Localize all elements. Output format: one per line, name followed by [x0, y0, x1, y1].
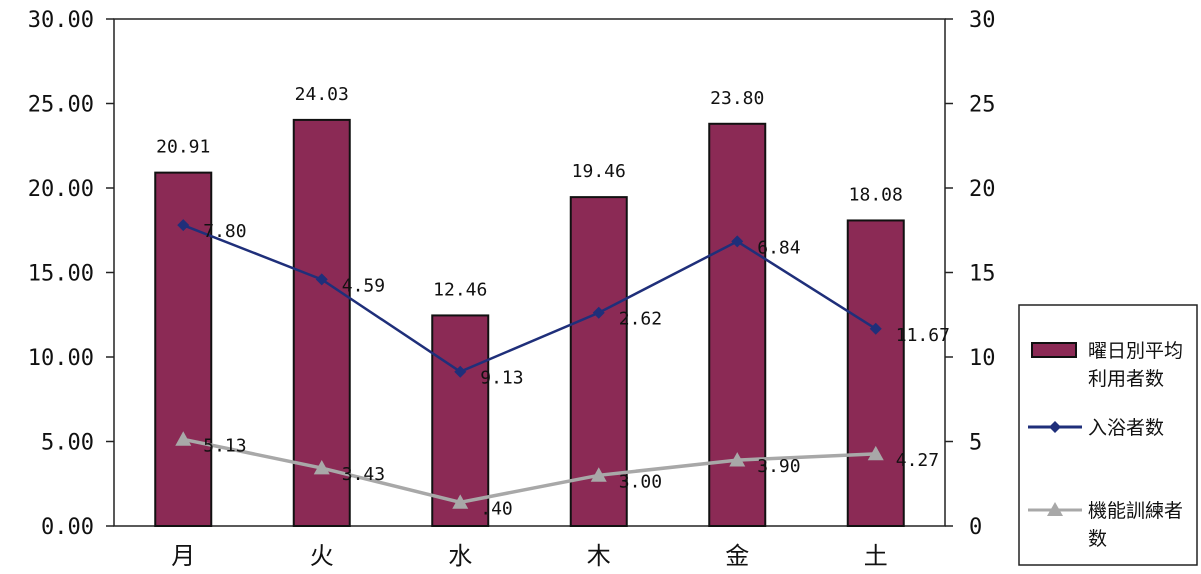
right-tick-label: 0 — [969, 515, 982, 540]
bar — [846, 219, 905, 527]
bar-value-label: 23.80 — [710, 88, 764, 109]
diamond-marker — [731, 235, 744, 248]
legend-label: 入浴者数 — [1088, 417, 1164, 439]
left-tick-label: 25.00 — [28, 93, 94, 118]
left-tick-label: 5.00 — [41, 431, 94, 456]
right-tick-label: 15 — [969, 262, 996, 287]
bar — [292, 118, 351, 527]
category-label: 土 — [864, 542, 888, 570]
diamond-marker — [592, 306, 605, 319]
point-value-label: 3.00 — [619, 471, 662, 492]
point-value-label: 9.13 — [480, 368, 523, 389]
legend-swatch-bar — [1031, 342, 1077, 358]
diamond-marker — [454, 365, 467, 378]
category-label: 水 — [448, 542, 472, 570]
bar-value-label: 20.91 — [156, 137, 210, 158]
left-tick-label: 0.00 — [41, 515, 94, 540]
right-axis: 0 5 10 15 20 25 30 — [945, 8, 996, 540]
bar-value-label: 24.03 — [295, 84, 349, 105]
left-tick-label: 10.00 — [28, 346, 94, 371]
category-label: 金 — [725, 542, 749, 570]
right-tick-label: 30 — [969, 8, 996, 33]
point-value-label: 4.27 — [896, 450, 939, 471]
point-value-label: 2.62 — [619, 309, 662, 330]
point-value-label: 7.80 — [203, 221, 246, 242]
left-axis: 0.00 5.00 10.00 15.00 20.00 25.00 30.00 — [28, 8, 114, 540]
point-value-label: 5.13 — [203, 435, 246, 456]
bar-value-label: 19.46 — [572, 161, 626, 182]
bar-value-label: 12.46 — [433, 279, 487, 300]
left-tick-label: 15.00 — [28, 262, 94, 287]
legend-label: 機能訓練者 — [1088, 500, 1183, 522]
category-label: 月 — [171, 542, 195, 570]
point-value-label: 3.90 — [757, 456, 800, 477]
triangle-marker — [452, 494, 469, 509]
triangle-marker — [175, 431, 192, 446]
diamond-marker — [315, 273, 328, 286]
triangle-marker — [729, 452, 746, 467]
triangle-marker — [313, 460, 330, 475]
legend-diamond-marker — [1049, 421, 1061, 433]
point-value-label: 4.59 — [342, 275, 385, 296]
category-label: 木 — [587, 542, 611, 570]
point-value-label: .40 — [480, 498, 513, 519]
right-tick-label: 25 — [969, 93, 996, 118]
right-tick-label: 5 — [969, 431, 982, 456]
left-tick-label: 30.00 — [28, 8, 94, 33]
bar-value-label: 18.08 — [849, 184, 903, 205]
series-line — [182, 437, 876, 505]
line-series — [175, 219, 884, 509]
legend-label: 利用者数 — [1088, 368, 1164, 390]
right-tick-label: 20 — [969, 177, 996, 202]
left-tick-label: 20.00 — [28, 177, 94, 202]
legend-label: 数 — [1088, 528, 1107, 550]
point-value-label: 11.67 — [896, 325, 950, 346]
triangle-marker — [590, 467, 607, 482]
category-labels: 月火水木金土 — [171, 542, 888, 570]
data-labels: 20.91 24.03 12.46 19.46 23.80 18.08 7.80 4.59 9.… — [156, 84, 950, 519]
bar — [431, 314, 490, 527]
triangle-marker — [867, 445, 884, 461]
diamond-marker — [869, 322, 882, 335]
category-label: 火 — [310, 542, 334, 570]
legend-triangle-marker — [1047, 502, 1063, 516]
diamond-marker — [177, 219, 190, 232]
right-tick-label: 10 — [969, 346, 996, 371]
legend-label: 曜日別平均 — [1088, 340, 1183, 362]
point-value-label: 6.84 — [757, 237, 800, 258]
series-line — [182, 224, 877, 374]
point-value-label: 3.43 — [342, 464, 385, 485]
